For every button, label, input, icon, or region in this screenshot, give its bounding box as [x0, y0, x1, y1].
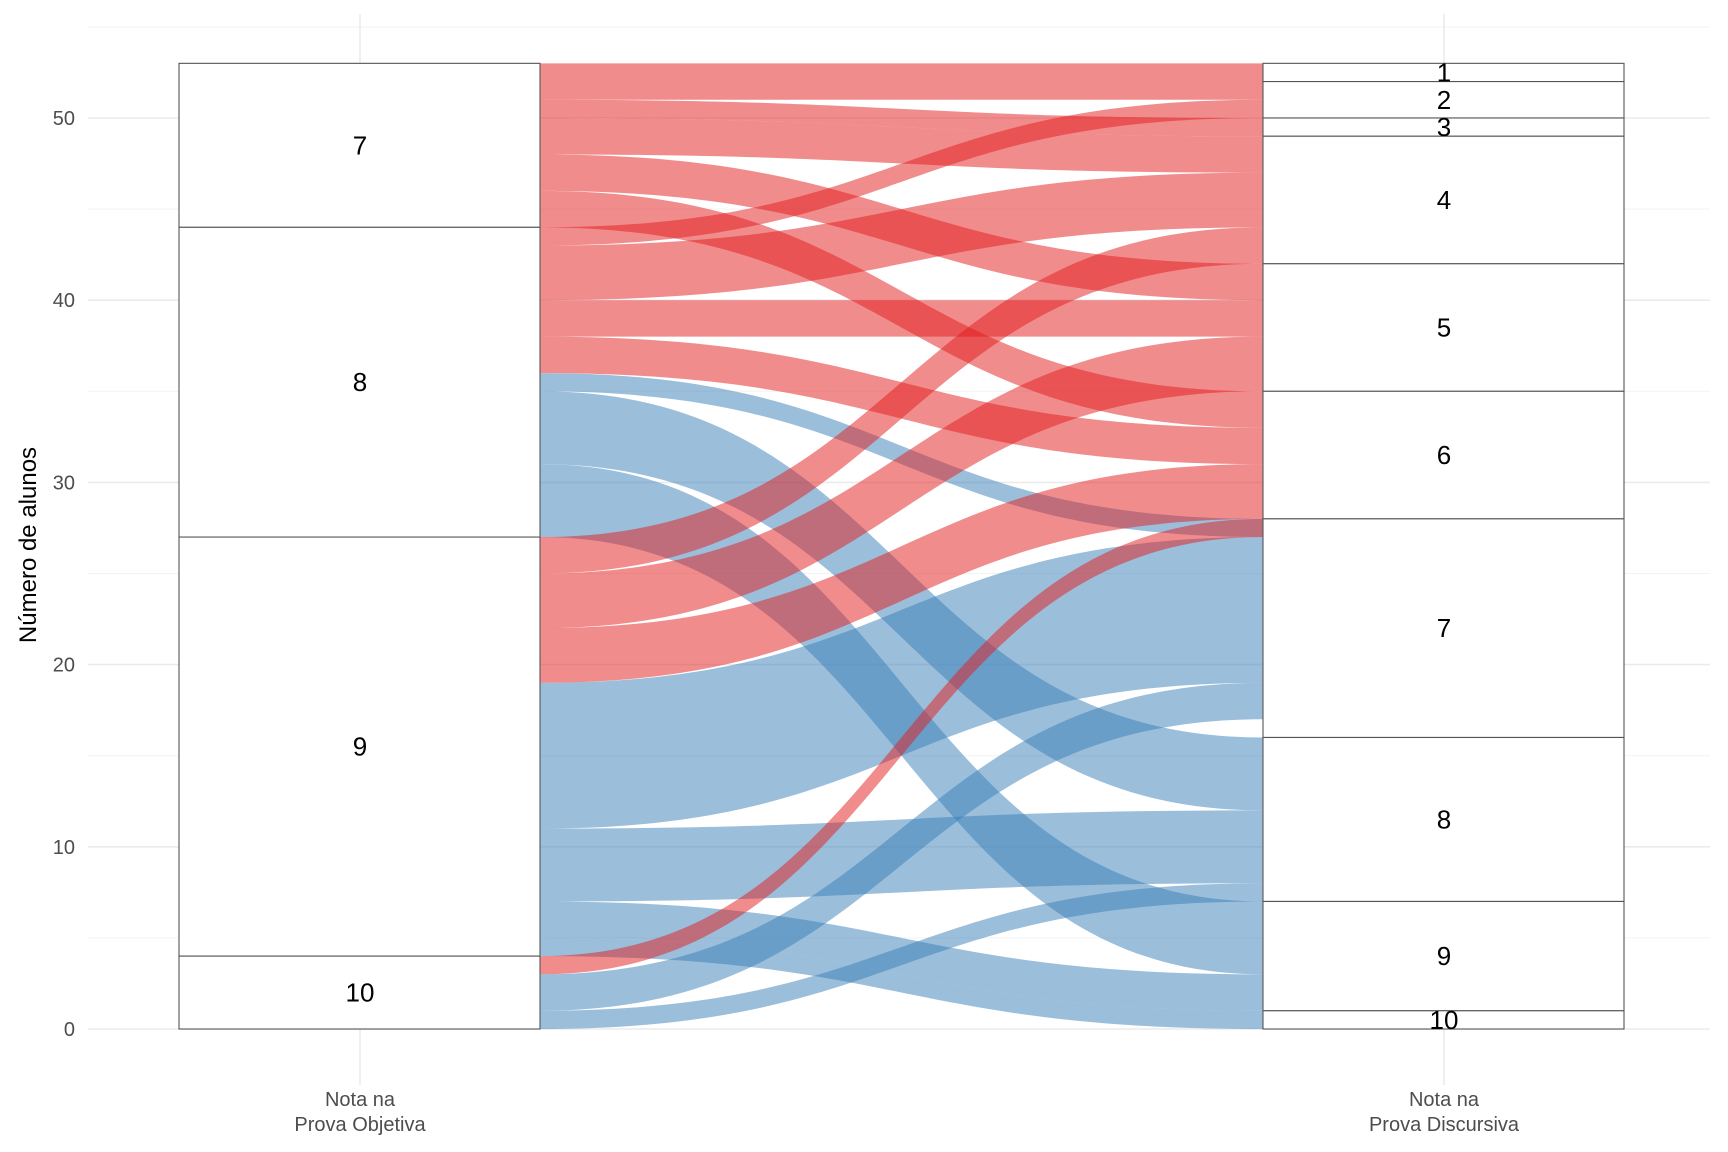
left-stratum-8 — [178, 226, 541, 538]
flow-9-to-7 — [540, 537, 1263, 829]
left-stratum-label-9: 9 — [353, 732, 367, 762]
flow-9-to-4 — [540, 227, 1263, 574]
flow-9-to-5 — [540, 336, 1263, 629]
right-stratum-label-10: 10 — [1430, 1005, 1459, 1035]
left-stratum-10 — [178, 955, 541, 1030]
flows — [540, 63, 1263, 1029]
x-label-right-line1: Nota na — [1409, 1089, 1480, 1111]
right-stratum-9 — [1262, 900, 1625, 1012]
left-stratum-label-7: 7 — [353, 130, 367, 160]
flow-8-to-2 — [540, 99, 1263, 246]
right-stratum-label-2: 2 — [1437, 85, 1451, 115]
left-stratum-label-10: 10 — [346, 978, 375, 1008]
flow-8-to-4 — [540, 172, 1263, 301]
right-stratum-6 — [1262, 390, 1625, 520]
y-tick-label: 0 — [64, 1019, 75, 1041]
x-label-left-line2: Prova Objetiva — [294, 1114, 426, 1136]
strata: 7 8 9 10 123 4 5 6 7 8 9 10 — [178, 57, 1625, 1035]
flow-7-to-1 — [540, 63, 1263, 82]
y-tick-label: 50 — [53, 108, 75, 130]
right-stratum-7 — [1262, 518, 1625, 739]
right-stratum-label-5: 5 — [1437, 313, 1451, 343]
x-axis-labels: Nota na Prova Objetiva Nota na Prova Dis… — [294, 1089, 1519, 1136]
right-stratum-label-7: 7 — [1437, 613, 1451, 643]
flow-8-to-5 — [540, 300, 1263, 337]
right-stratum-2 — [1262, 81, 1625, 119]
left-stratum-label-8: 8 — [353, 367, 367, 397]
right-stratum-label-6: 6 — [1437, 440, 1451, 470]
right-stratum-5 — [1262, 263, 1625, 392]
right-stratum-label-8: 8 — [1437, 804, 1451, 834]
flow-10-to-7 — [540, 682, 1263, 1011]
right-stratum-8 — [1262, 736, 1625, 903]
right-stratum-4 — [1262, 135, 1625, 265]
y-axis-ticks: 0 10 20 30 40 50 — [53, 108, 75, 1041]
y-tick-label: 30 — [53, 472, 75, 494]
y-tick-label: 40 — [53, 290, 75, 312]
flow-7-to-2 — [540, 81, 1263, 100]
left-stratum-7 — [178, 62, 541, 228]
x-label-left-line1: Nota na — [325, 1089, 396, 1111]
y-tick-label: 20 — [53, 655, 75, 677]
x-label-right-line2: Prova Discursiva — [1369, 1114, 1520, 1136]
right-stratum-10 — [1262, 1010, 1625, 1030]
right-stratum-label-3: 3 — [1437, 112, 1451, 142]
right-stratum-label-4: 4 — [1437, 185, 1451, 215]
y-tick-label: 10 — [53, 837, 75, 859]
flow-7-to-4 — [540, 118, 1263, 173]
right-stratum-label-1: 1 — [1437, 57, 1451, 87]
left-stratum-9 — [178, 536, 541, 957]
right-stratum-label-9: 9 — [1437, 941, 1451, 971]
flow-9-to-6 — [540, 464, 1263, 683]
flow-10-to-8 — [540, 883, 1263, 1029]
flow-10-to-6 — [540, 518, 1263, 975]
y-axis-title: Número de alunos — [15, 447, 42, 643]
